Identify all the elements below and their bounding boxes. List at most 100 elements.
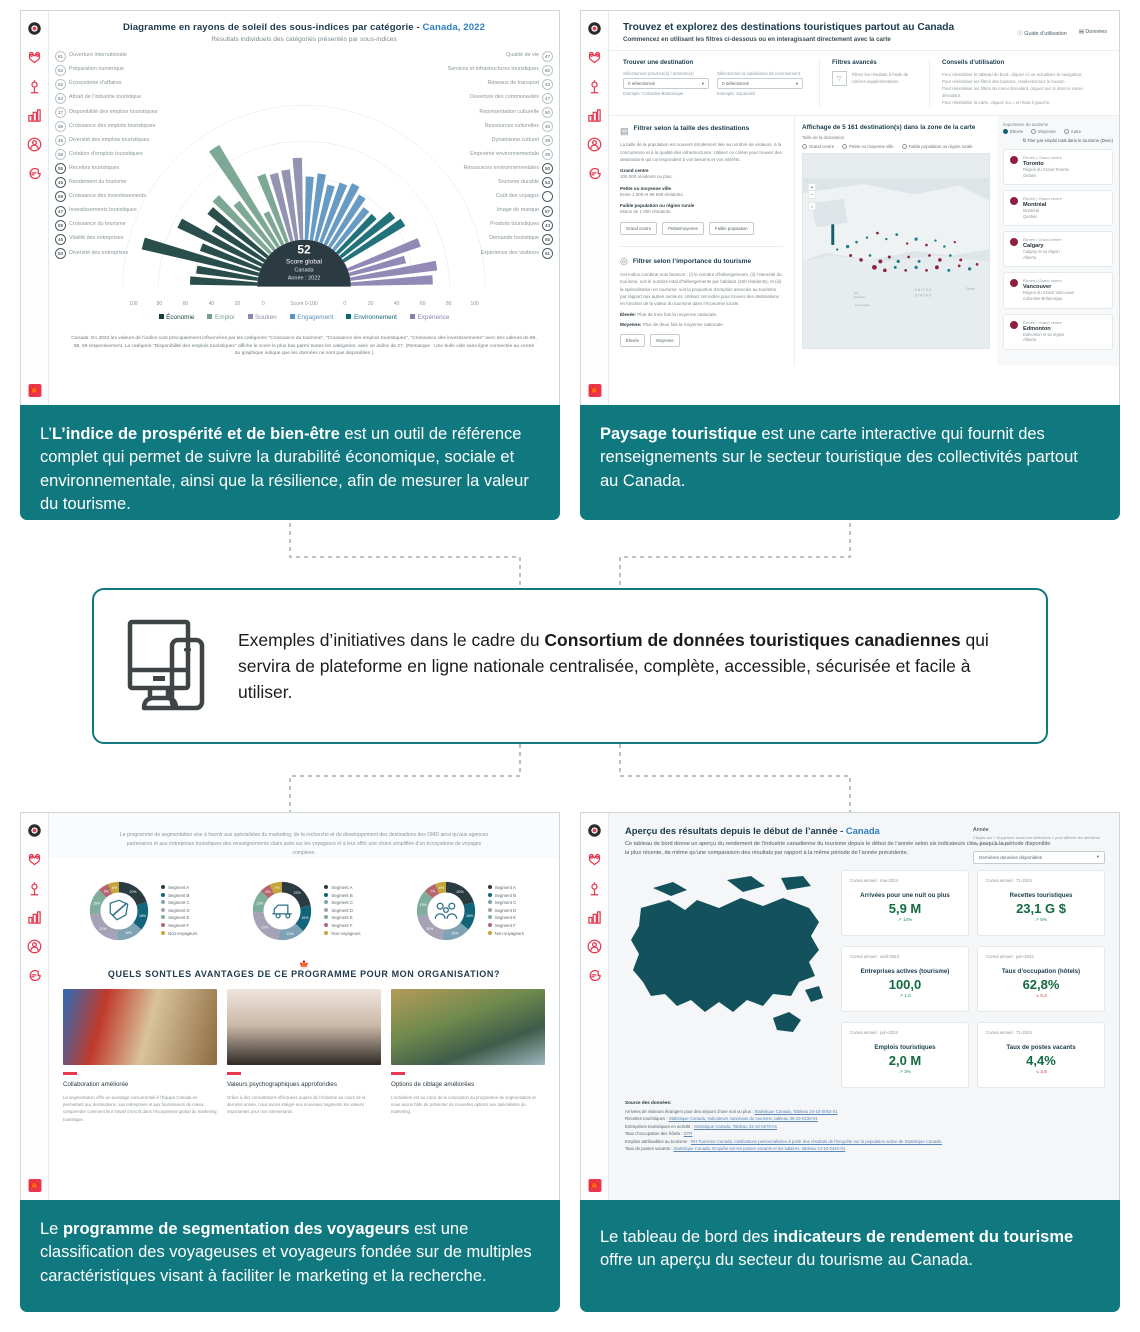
location-person-icon[interactable] (587, 79, 602, 94)
kpi-card[interactable]: Cumul annuel : T1-2024 Taux de postes va… (977, 1022, 1105, 1089)
legend-item[interactable]: Expérience (409, 314, 449, 321)
radio-elevee[interactable]: Élevée (1003, 129, 1023, 135)
sunburst-label-row[interactable]: 89 Croissance du tourisme (55, 218, 227, 232)
source-link[interactable]: STR (683, 1131, 693, 1137)
kpi-card[interactable]: Cumul annuel : avril-2024 Entreprises ac… (841, 946, 969, 1013)
source-link[interactable]: RH Tourisme Canada, totalisations person… (690, 1138, 943, 1144)
source-link[interactable]: Statistique Canada, Indicateurs nationau… (668, 1116, 818, 1122)
user-circle-icon[interactable] (587, 939, 602, 954)
importance-filter-chips[interactable]: Élevée Moyenne (620, 334, 783, 348)
data-link[interactable]: ▤ Données (1078, 29, 1107, 35)
importance-radio-group[interactable]: Élevée Moyenne Autre (1003, 129, 1113, 135)
donut-legend-item[interactable]: Non-voyageurs (487, 930, 524, 938)
location-person-icon[interactable] (587, 881, 602, 896)
radio-moyenne[interactable]: Moyenne (1031, 129, 1056, 135)
app-sidebar[interactable]: 🍁 (581, 813, 609, 1200)
map-header-links[interactable]: ⓘ Guide d’utilisation ▤ Données (1017, 29, 1107, 37)
donut-legend-item[interactable]: Non-voyageurs (324, 930, 361, 938)
source-line[interactable]: Arrivées de visiteurs étrangers pour des… (625, 1109, 838, 1115)
heart-people-icon[interactable] (27, 50, 42, 65)
donut-legend-item[interactable]: Segment C (161, 899, 197, 907)
user-guide-link[interactable]: ⓘ Guide d’utilisation (1017, 31, 1067, 37)
source-line[interactable]: Entreprises touristiques en activité : S… (625, 1123, 778, 1129)
sources-list[interactable]: Arrivées de visiteurs étrangers pour des… (625, 1108, 1103, 1152)
subdivision-select[interactable]: 0 sélectionné ▾ (717, 78, 803, 89)
donut-legend-item[interactable]: Segment C (487, 899, 524, 907)
chat-bubble-icon[interactable] (587, 166, 602, 181)
benefit-card[interactable]: Valeurs psychographiques approfondies Gr… (227, 989, 381, 1123)
source-line[interactable]: Emplois attribuables au tourisme : RH To… (625, 1138, 943, 1144)
segmentation-program-screenshot[interactable]: 🍁 Le programme de segmentation vise à fo… (20, 812, 560, 1200)
segment-donut[interactable]: 22% 15% 15% 22% 13% 6% 7% Segment A Segment B Se… (247, 876, 361, 946)
app-sidebar[interactable]: 🍁 (581, 11, 609, 405)
donut-legend-item[interactable]: Segment A (487, 884, 524, 892)
city-card[interactable]: Élevée | Grand centre Edmonton Edmonton … (1003, 313, 1113, 350)
kpi-card[interactable]: Cumul annuel : juin-2024 Emplois tourist… (841, 1022, 969, 1089)
sunburst-label-row[interactable]: 47 Qualité de vie (381, 49, 553, 63)
donut-legend-item[interactable]: Segment D (161, 907, 197, 915)
segment-donut[interactable]: 20% 16% 15% 22% 15% 6% 6% Segment A Segment B Se… (84, 876, 197, 946)
chat-bubble-icon[interactable] (27, 968, 42, 983)
donut-legend-item[interactable]: Segment A (161, 884, 197, 892)
legend-item[interactable]: Emploi (207, 314, 235, 321)
donut-legend-item[interactable]: Segment F (161, 922, 197, 930)
heart-people-icon[interactable] (27, 852, 42, 867)
app-sidebar[interactable]: 🍁 (21, 813, 49, 1200)
sunburst-label-row[interactable]: 46 Vitalité des entreprises (55, 232, 227, 246)
map-canvas[interactable]: UNITED STATES San Francisco Los Angeles … (803, 154, 989, 348)
source-line[interactable]: Recettes touristiques : Statistique Cana… (625, 1116, 818, 1122)
tourism-kpi-dashboard-screenshot[interactable]: 🍁 Aperçu des résultats depuis le début d… (580, 812, 1120, 1200)
donut-legend-item[interactable]: Segment B (324, 892, 360, 900)
donut-legend-item[interactable]: Segment C (324, 899, 360, 907)
source-link[interactable]: Statistique Canada, Enquête sur les post… (673, 1146, 846, 1152)
canada-map[interactable] (623, 870, 833, 1090)
donut-legend-item[interactable]: Segment E (161, 914, 197, 922)
province-select[interactable]: 0 sélectionné ▾ (623, 78, 709, 89)
sunburst-label-row[interactable]: 27 Disponibilité des emplois touristique… (55, 105, 227, 119)
donut-legend-item[interactable]: Segment D (487, 907, 524, 915)
kpi-card[interactable]: Cumul annuel : T1-2024 Recettes touristi… (977, 870, 1105, 937)
chip-elevee[interactable]: Élevée (620, 334, 646, 348)
sunburst-label-row[interactable]: 55 Recettes touristiques (55, 162, 227, 176)
user-circle-icon[interactable] (27, 939, 42, 954)
sunburst-label-row[interactable]: 69 Croissance des investissements (55, 190, 227, 204)
location-person-icon[interactable] (27, 881, 42, 896)
year-filter[interactable]: Année Cliquez sur « Supprimer toutes les… (973, 827, 1105, 864)
benefit-card[interactable]: Options de ciblage améliorées L’activati… (391, 989, 545, 1123)
sunburst-label-row[interactable]: 50 Ressources environnementales (381, 162, 553, 176)
sunburst-label-row[interactable]: 45 Ressources culturelles (381, 119, 553, 133)
benefit-card[interactable]: Collaboration améliorée La segmentation … (63, 989, 217, 1123)
sunburst-chart[interactable]: 52 Score global Canada Année : 2022 61 O… (49, 49, 559, 299)
canada-map-svg[interactable] (623, 870, 833, 1085)
sunburst-label-row[interactable]: 54 Attrait de l’industrie touristique (55, 91, 227, 105)
chip-grand-centre[interactable]: Grand centre (620, 222, 658, 236)
user-circle-icon[interactable] (587, 137, 602, 152)
prosperity-index-screenshot[interactable]: 🍁 Diagramme en rayons de soleil des sous… (20, 10, 560, 405)
sunburst-label-row[interactable]: 53 Tourisme durable (381, 176, 553, 190)
sunburst-label-row[interactable]: Coût des voyages (381, 190, 553, 204)
sunburst-label-row[interactable]: 45 Diversité des emplois touristiques (55, 134, 227, 148)
radio-faible-population[interactable]: Faible population ou région rurale (901, 144, 973, 150)
city-card[interactable]: Élevée | Grand centre Vancouver Région d… (1003, 272, 1113, 309)
size-radio-group[interactable]: Grand centre Petite ou moyenne ville Fai… (802, 144, 990, 150)
source-line[interactable]: Taux de postes vacants : Statistique Can… (625, 1146, 846, 1152)
heart-people-icon[interactable] (587, 852, 602, 867)
sunburst-label-row[interactable]: 47 Ouverture des communautés (381, 91, 553, 105)
advanced-filters-group[interactable]: Filtres avancés ▽ Filtrez les résultats … (819, 59, 929, 107)
map-zoom-controls[interactable]: + − ⌂ (808, 183, 816, 211)
tourism-landscape-screenshot[interactable]: 🍁 Trouvez et explorez des destinations t… (580, 10, 1120, 405)
donut-legend-item[interactable]: Non-voyageurs (161, 930, 197, 938)
source-link[interactable]: Statistique Canada, Tableau 24-10-0053-0… (754, 1109, 838, 1115)
sunburst-label-row[interactable]: 57 Image de marque (381, 204, 553, 218)
funnel-icon[interactable]: ▽ (832, 71, 847, 86)
subdivision-select-wrap[interactable]: Sélectionner la subdivision de recenseme… (717, 71, 803, 96)
radio-grand-centre[interactable]: Grand centre (802, 144, 834, 150)
map-filter-bar[interactable]: Trouver une destination Sélectionner pro… (609, 51, 1119, 117)
city-card-container[interactable]: Élevée | Grand centre Toronto Région du … (1003, 149, 1113, 350)
sunburst-label-row[interactable]: 39 Dynamisme culturel (381, 134, 553, 148)
donut-legend-item[interactable]: Segment D (324, 907, 360, 915)
bar-chart-icon[interactable] (587, 910, 602, 925)
source-link[interactable]: Statistique Canada, Tableau 33-10-0270-0… (694, 1123, 778, 1129)
sunburst-label-row[interactable]: 65 Demande touristique (381, 232, 553, 246)
chip-petite-moyenne[interactable]: Petite/moyenne (662, 222, 704, 236)
